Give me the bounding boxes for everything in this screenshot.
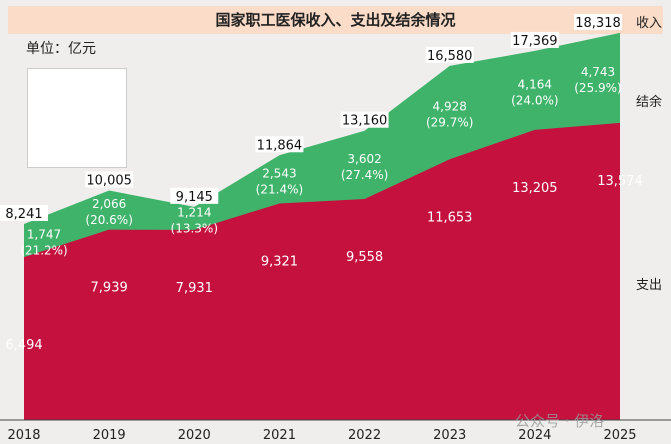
- surplus-pct-label: (27.4%): [341, 168, 388, 182]
- surplus-label: 4,928: [433, 100, 467, 114]
- income-label-bg: [170, 187, 219, 204]
- x-tick-label: 2025: [603, 428, 636, 443]
- surplus-pct-label: (20.6%): [85, 213, 132, 227]
- surplus-label: 2,543: [262, 166, 296, 180]
- surplus-pct-label: (21.4%): [256, 182, 303, 196]
- surplus-label: 4,164: [518, 77, 552, 91]
- income-label-bg: [255, 136, 304, 153]
- expenditure-label: 9,321: [261, 254, 298, 269]
- income-label: 11,864: [257, 138, 303, 153]
- x-tick-label: 2022: [348, 428, 381, 443]
- income-label-bg: [340, 111, 389, 128]
- surplus-label: 4,743: [581, 65, 615, 79]
- x-tick-label: 2018: [7, 428, 40, 443]
- qr-code-image: [27, 68, 127, 168]
- expenditure-label: 7,931: [176, 281, 213, 296]
- expenditure-label: 7,939: [91, 281, 128, 296]
- expenditure-label: 9,558: [346, 250, 383, 265]
- chart-title: 国家职工医保收入、支出及结余情况: [8, 6, 663, 34]
- income-label: 9,145: [176, 190, 213, 205]
- expenditure-label: 6,494: [5, 338, 42, 353]
- income-label: 17,369: [512, 34, 558, 49]
- watermark: 公众号 · 伊洛: [515, 412, 605, 430]
- income-label: 18,318: [575, 16, 621, 31]
- income-label-bg: [574, 13, 622, 30]
- x-tick-label: 2019: [93, 428, 126, 443]
- surplus-label: 2,066: [92, 197, 126, 211]
- legend-income: 收入: [636, 16, 662, 31]
- x-tick-label: 2020: [178, 428, 211, 443]
- income-label-bg: [510, 31, 559, 48]
- x-tick-label: 2023: [433, 428, 466, 443]
- legend-expenditure: 支出: [636, 278, 662, 293]
- income-label-bg: [0, 204, 48, 221]
- surplus-pct-label: (24.0%): [511, 93, 558, 107]
- surplus-pct-label: (25.9%): [574, 81, 621, 95]
- income-label: 16,580: [427, 49, 473, 64]
- income-label: 8,241: [5, 207, 42, 222]
- expenditure-label: 13,205: [512, 181, 558, 196]
- income-label: 13,160: [342, 114, 388, 129]
- legend-surplus: 结余: [636, 94, 662, 110]
- surplus-pct-label: (21.2%): [20, 244, 67, 258]
- x-tick-label: 2021: [263, 428, 296, 443]
- surplus-label: 3,602: [347, 152, 381, 166]
- expenditure-label: 11,653: [427, 210, 473, 225]
- expenditure-area: [24, 122, 620, 421]
- x-tick-label: 2024: [518, 428, 551, 443]
- income-label: 10,005: [86, 174, 132, 189]
- expenditure-label: 13,574: [597, 174, 643, 189]
- income-label-bg: [425, 46, 474, 63]
- surplus-label: 1,214: [177, 205, 211, 219]
- income-label-bg: [85, 171, 134, 188]
- surplus-pct-label: (13.3%): [171, 221, 218, 235]
- unit-label: 单位：亿元: [26, 41, 96, 57]
- surplus-pct-label: (29.7%): [426, 116, 473, 130]
- surplus-label: 1,747: [27, 228, 61, 242]
